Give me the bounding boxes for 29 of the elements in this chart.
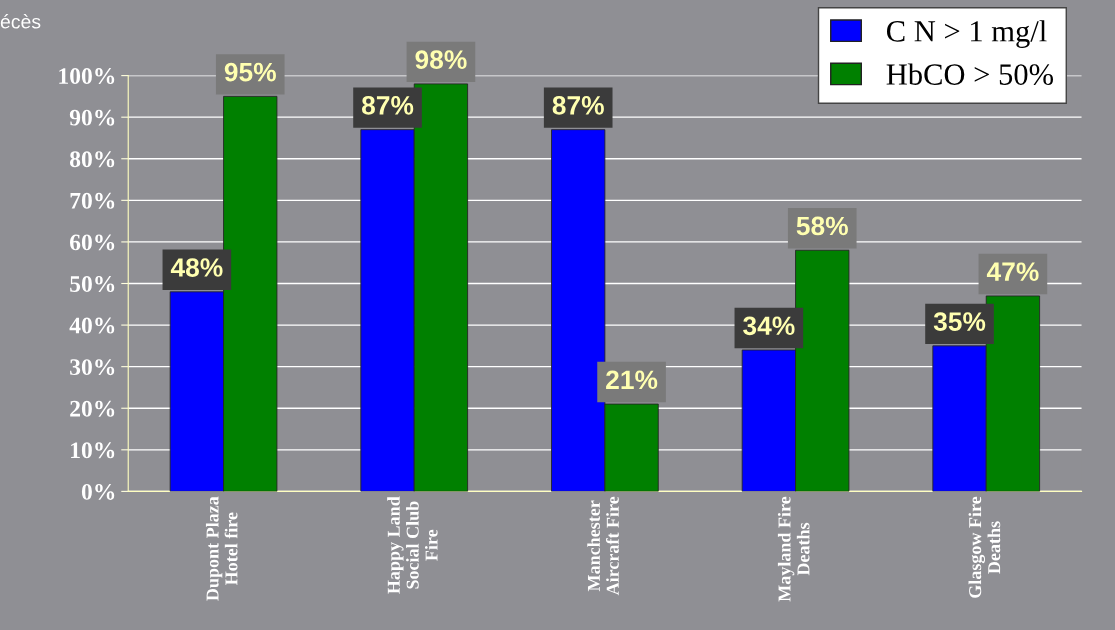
- y-tick-label: 90%: [69, 109, 115, 126]
- x-tick-label: Glasgow Fire Deaths: [968, 496, 1001, 598]
- y-tick-label: 50%: [70, 275, 115, 292]
- data-label: 48%: [170, 258, 223, 277]
- legend-label: HbCO > 50%: [886, 63, 1054, 85]
- data-label: 95%: [224, 62, 276, 82]
- x-tick-label: Dupont Plaza Hotel fire: [205, 496, 238, 601]
- y-tick-label: 40%: [69, 317, 115, 334]
- data-label: 58%: [796, 216, 848, 236]
- data-label: 47%: [986, 262, 1039, 281]
- y-tick-label: 20%: [70, 400, 115, 417]
- y-tick-label: 10%: [71, 442, 115, 459]
- y-tick-label: 70%: [70, 192, 115, 209]
- x-tick-label: Happy Land Social Club Fire: [387, 496, 438, 594]
- data-label: 87%: [552, 96, 604, 115]
- legend-label: C N > 1 mg/l: [887, 20, 1047, 48]
- y-tick-label: 80%: [69, 151, 115, 168]
- data-label: 87%: [361, 96, 414, 115]
- data-label: 35%: [933, 312, 986, 331]
- data-label: 21%: [606, 370, 658, 390]
- x-tick-label: Mayland Fire Deaths: [777, 496, 810, 602]
- y-tick-label: 60%: [70, 234, 115, 251]
- text: écès: [0, 14, 41, 29]
- y-tick-label: 30%: [70, 359, 115, 376]
- data-label: 34%: [743, 316, 795, 336]
- y-tick-label: 100%: [59, 68, 115, 85]
- data-label: 98%: [415, 50, 467, 69]
- y-tick-label: 0%: [81, 483, 115, 500]
- x-tick-label: Manchester Aircraft Fire: [587, 496, 619, 596]
